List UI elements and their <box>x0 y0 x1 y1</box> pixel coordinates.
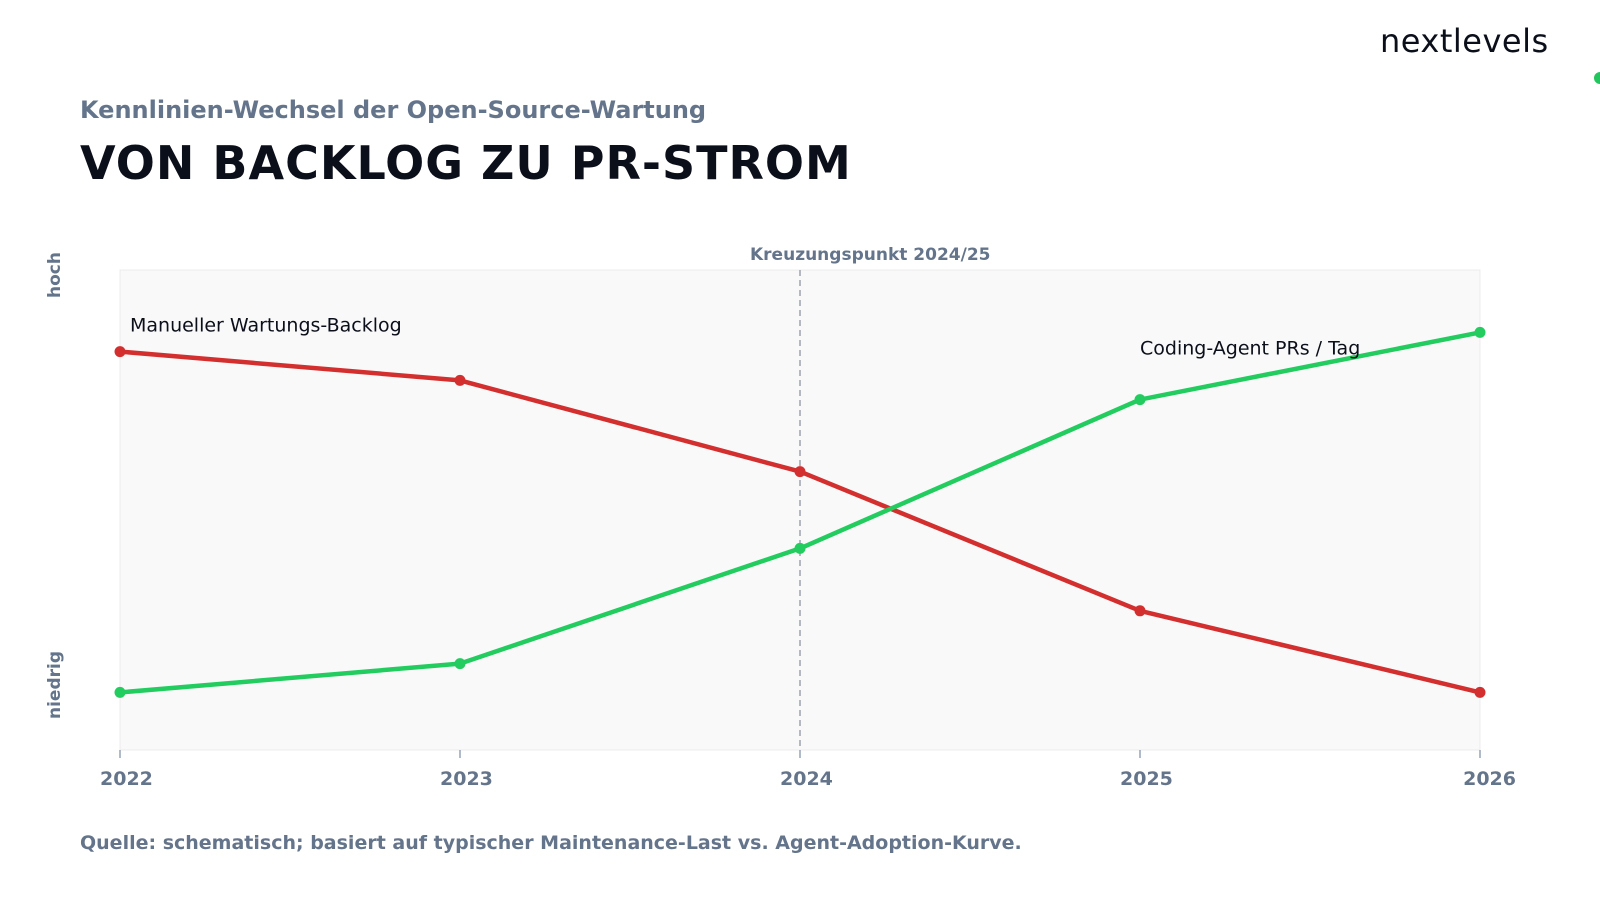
x-tick-label-2026: 2026 <box>1463 768 1516 790</box>
series-1-point-2025 <box>1134 394 1146 406</box>
chart-subtitle: Kennlinien-Wechsel der Open-Source-Wartu… <box>80 96 707 124</box>
series-0-point-2022 <box>114 346 126 358</box>
series-0-point-2025 <box>1134 605 1146 617</box>
series-label-0: Manueller Wartungs-Backlog <box>130 315 402 337</box>
series-1-point-2022 <box>114 686 126 698</box>
x-tick-label-2025: 2025 <box>1120 768 1173 790</box>
x-tick-label-2022: 2022 <box>100 768 153 790</box>
y-axis-low-label: niedrig <box>45 651 65 719</box>
series-0-point-2024 <box>794 466 806 478</box>
brand-dot <box>1594 72 1600 84</box>
series-1-point-2023 <box>454 658 466 670</box>
source-note: Quelle: schematisch; basiert auf typisch… <box>80 832 1022 854</box>
y-axis-high-label: hoch <box>45 252 65 298</box>
series-1-point-2026 <box>1474 326 1486 338</box>
chart-title: VON BACKLOG ZU PR-STROM <box>80 136 852 190</box>
x-tick-label-2024: 2024 <box>780 768 833 790</box>
annotation-label-0: Kreuzungspunkt 2024/25 <box>750 245 990 265</box>
series-1-point-2024 <box>794 542 806 554</box>
x-tick-label-2023: 2023 <box>440 768 493 790</box>
series-0-point-2026 <box>1474 686 1486 698</box>
series-label-1: Coding-Agent PRs / Tag <box>1140 338 1360 360</box>
series-0-point-2023 <box>454 374 466 386</box>
brand-logo: nextlevels <box>1380 22 1549 60</box>
